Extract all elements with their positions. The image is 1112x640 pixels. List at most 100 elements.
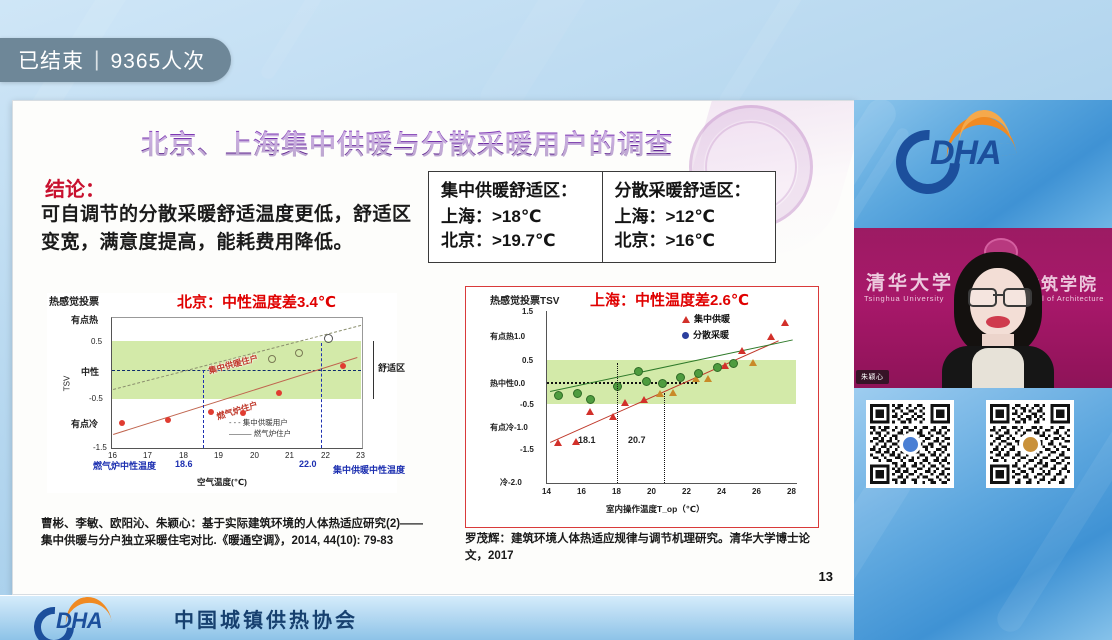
blouse (972, 348, 1024, 388)
plot-area (546, 311, 797, 484)
data-point (554, 439, 562, 446)
chart-beijing: 热感觉投票 北京：中性温度差3.4℃ 有点热 0.5 中性 -0.5 有点冷 -… (47, 293, 405, 493)
legend-label: 分散采暖 (693, 329, 730, 340)
x-tick-label: 22 (682, 487, 691, 496)
y-tick-label: -1.5 (93, 443, 107, 452)
data-point (729, 359, 738, 368)
chart-title: 上海：中性温度差2.6℃ (590, 292, 750, 309)
glasses-bridge (993, 294, 1003, 296)
data-point (119, 420, 125, 426)
y-tick-label: 有点冷 (71, 419, 99, 429)
bg-streak (854, 100, 902, 228)
qr-code-right[interactable] (986, 400, 1074, 488)
column-header: 分散采暖舒适区： (614, 181, 751, 200)
lips (986, 316, 1010, 328)
data-point (738, 347, 746, 354)
x-tick-label: 17 (143, 451, 152, 460)
chart-legend: 集中供暖 分散采暖 (682, 313, 730, 342)
data-point (572, 438, 580, 445)
x-tick-label: 20 (647, 487, 656, 496)
qr-center-logo (1019, 433, 1041, 455)
x-tick-label: 18 (179, 451, 188, 460)
table-cell: 上海：>18℃ (441, 207, 542, 227)
data-point (240, 410, 246, 416)
y-tick-label: 有点冷-1.0 (490, 423, 528, 432)
data-point (656, 390, 664, 397)
comfort-zone-label: 舒适区 (378, 363, 406, 373)
neutral-temp-marker-central (321, 343, 322, 448)
x-tick-label: 14 (542, 487, 551, 496)
data-point (676, 373, 685, 382)
data-point (586, 408, 594, 415)
data-point (749, 359, 757, 366)
chart-ylabel: 热感觉投票 (49, 297, 99, 308)
annotation-caption-gas: 燃气炉中性温度 (93, 461, 157, 471)
neutral-temp-marker-20-7 (664, 393, 665, 483)
citation-left: 曹彬、李敏、欧阳沁、朱颖心：基于实际建筑环境的人体热适应研究(2)——集中供暖与… (41, 518, 424, 548)
data-point (340, 363, 346, 369)
data-point (713, 363, 722, 372)
presentation-slide[interactable]: 北京、上海集中供暖与分散采暖用户的调查 结论： 可自调节的分散采暖舒适温度更低，… (12, 100, 856, 595)
right-rail: DHA 清华大学 Tsinghua University 建筑学院 School… (854, 100, 1112, 640)
data-point (781, 319, 789, 326)
bg-streak (258, 0, 356, 82)
bg-streak (716, 0, 822, 112)
chart-legend: - - - 集中供暖用户 ——— 燃气炉住户 (229, 417, 291, 440)
brand-logo-panel: DHA (854, 100, 1112, 228)
legend-item: ——— 燃气炉住户 (229, 429, 292, 439)
data-point (658, 379, 667, 388)
y-tick-label: 0.5 (522, 356, 534, 365)
backdrop-school-en: School of Architecture (1017, 294, 1104, 303)
x-axis-label: 空气温度(℃) (197, 477, 247, 487)
status-separator: | (94, 48, 101, 71)
conclusion-label: 结论： (45, 179, 105, 201)
chart-shanghai: 热感觉投票TSV 上海：中性温度差2.6℃ 1.5 有点热1.0 0.5 热中性… (465, 286, 819, 528)
comfort-zone-table: 集中供暖舒适区： 上海：>18℃ 北京：>19.7℃ 分散采暖舒适区： 上海：>… (428, 171, 776, 264)
backdrop-university-cn: 清华大学 (866, 273, 955, 294)
qr-code-panel (854, 388, 1112, 640)
qr-center-logo (899, 433, 921, 455)
data-point (694, 369, 703, 378)
x-tick-label: 23 (356, 451, 365, 460)
data-point (276, 390, 282, 396)
status-badge: 已结束 | 9365人次 (0, 38, 232, 82)
data-point (165, 417, 171, 423)
footer-cdha-logo: DHA (25, 593, 146, 640)
y-tick-label: -1.5 (520, 445, 534, 454)
data-point (609, 413, 617, 420)
data-point (573, 389, 582, 398)
legend-item: - - - 集中供暖用户 (229, 418, 288, 427)
annotation-value-22-0: 22.0 (299, 459, 317, 469)
legend-marker-triangle (682, 316, 690, 324)
plot-area (111, 317, 363, 449)
y-tick-label: 0.5 (91, 337, 103, 346)
table-cell: 上海：>12℃ (614, 207, 715, 227)
speaker-video[interactable]: 清华大学 Tsinghua University 建筑学院 School of … (854, 228, 1112, 388)
annotation-value-18-1: 18.1 (578, 435, 596, 445)
data-point (669, 389, 677, 396)
footer-logo-text: DHA (56, 608, 103, 633)
comfort-zone-arrow (373, 341, 374, 399)
data-point (642, 377, 651, 386)
data-point (554, 391, 563, 400)
slide-title: 北京、上海集中供暖与分散采暖用户的调查 (57, 123, 757, 162)
neutral-line (547, 382, 697, 384)
column-header: 集中供暖舒适区： (441, 181, 577, 200)
x-tick-label: 28 (787, 487, 796, 496)
legend-marker-circle (682, 331, 689, 339)
table-column-distributed-heating: 分散采暖舒适区： 上海：>12℃ 北京：>16℃ (601, 172, 776, 263)
data-point (268, 355, 276, 363)
annotation-value-20-7: 20.7 (628, 435, 646, 445)
slide-page-number: 13 (818, 569, 833, 584)
glasses-lens-right (1003, 288, 1032, 307)
logo-text: DHA (930, 134, 1002, 172)
y-axis-name: TSV (62, 375, 72, 392)
chart-ylabel: 热感觉投票TSV (490, 296, 560, 307)
data-point (767, 333, 775, 340)
y-tick-label: 1.5 (522, 307, 534, 316)
table-cell: 北京：>19.7℃ (441, 231, 556, 251)
data-point (324, 334, 333, 343)
qr-code-left[interactable] (866, 400, 954, 488)
data-point (640, 396, 648, 403)
x-tick-label: 26 (752, 487, 761, 496)
